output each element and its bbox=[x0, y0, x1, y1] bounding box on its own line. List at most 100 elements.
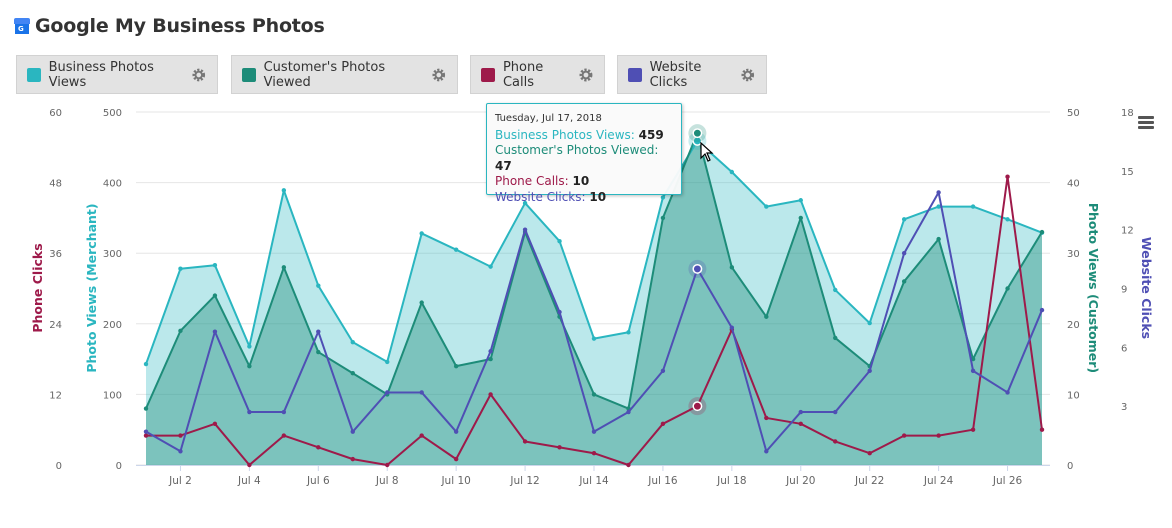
tooltip-label: Phone Calls: bbox=[495, 174, 573, 188]
y-tick-label-phone: 36 bbox=[49, 249, 62, 260]
google-my-business-icon: G bbox=[14, 18, 30, 34]
data-point-business-photos-views bbox=[178, 266, 183, 271]
legend-label: Phone Calls bbox=[502, 59, 544, 90]
axis-title-phone: Phone Clicks bbox=[30, 243, 45, 332]
legend-swatch bbox=[628, 67, 642, 82]
x-tick-label: Jul 10 bbox=[440, 475, 470, 487]
gear-icon[interactable] bbox=[191, 67, 207, 83]
gear-icon[interactable] bbox=[578, 67, 594, 83]
data-point-business-photos-views bbox=[419, 231, 424, 236]
data-point-website-clicks bbox=[316, 329, 321, 334]
area-fill-customer bbox=[146, 133, 1042, 465]
data-point-phone-calls bbox=[626, 462, 631, 468]
chart-title: G Google My Business Photos bbox=[14, 12, 325, 40]
data-point-phone-calls bbox=[453, 456, 459, 462]
data-point-customers-photos-viewed bbox=[453, 363, 459, 369]
data-point-customers-photos-viewed bbox=[936, 236, 941, 242]
y-tick-label-customer: 0 bbox=[1067, 461, 1073, 472]
data-point-business-photos-views bbox=[557, 238, 562, 244]
data-point-customers-photos-viewed bbox=[764, 314, 769, 319]
data-point-phone-calls bbox=[764, 415, 769, 421]
data-point-business-photos-views bbox=[350, 339, 355, 345]
tooltip-value: 459 bbox=[638, 127, 664, 142]
data-point-website-clicks bbox=[833, 409, 838, 415]
data-point-customers-photos-viewed bbox=[178, 328, 183, 334]
y-tick-label-website: 3 bbox=[1121, 402, 1127, 413]
data-point-website-clicks bbox=[522, 227, 528, 232]
x-tick-label: Jul 14 bbox=[578, 475, 609, 487]
x-tick-label: Jul 18 bbox=[716, 475, 746, 487]
y-tick-label-merchant: 300 bbox=[103, 249, 122, 260]
legend-label: Customer's Photos Viewed bbox=[263, 59, 386, 90]
tooltip-row: Website Clicks: 10 bbox=[495, 190, 673, 206]
axis-title-customer: Photo Views (Customer) bbox=[1086, 203, 1101, 373]
data-point-website-clicks bbox=[350, 429, 355, 434]
y-tick-label-merchant: 400 bbox=[103, 179, 122, 190]
data-point-website-clicks bbox=[970, 368, 976, 374]
data-point-website-clicks bbox=[867, 368, 872, 374]
data-point-phone-calls bbox=[901, 433, 907, 438]
y-tick-label-phone: 12 bbox=[49, 390, 62, 401]
data-point-customers-photos-viewed bbox=[660, 215, 666, 221]
gear-icon[interactable] bbox=[740, 67, 756, 83]
legend-customers-photos-viewed[interactable]: Customer's Photos Viewed bbox=[231, 55, 458, 94]
data-point-customers-photos-viewed bbox=[729, 265, 735, 270]
chart-tooltip: Tuesday, Jul 17, 2018 Business Photos Vi… bbox=[486, 103, 682, 204]
y-tick-label-phone: 0 bbox=[56, 461, 62, 472]
tooltip-label: Customer's Photos Viewed: bbox=[495, 143, 659, 157]
data-point-website-clicks bbox=[660, 368, 666, 374]
hamburger-menu-icon[interactable] bbox=[1138, 116, 1154, 130]
y-tick-label-website: 15 bbox=[1121, 167, 1134, 178]
data-point-customers-photos-viewed bbox=[247, 363, 252, 369]
gear-icon[interactable] bbox=[431, 67, 447, 83]
data-point-website-clicks bbox=[798, 409, 803, 415]
data-point-business-photos-views bbox=[798, 198, 803, 203]
data-point-website-clicks bbox=[936, 190, 941, 195]
data-point-business-photos-views bbox=[453, 247, 459, 252]
data-point-business-photos-views bbox=[867, 320, 872, 326]
y-tick-label-customer: 10 bbox=[1067, 390, 1080, 401]
data-point-website-clicks bbox=[453, 429, 459, 434]
tooltip-label: Website Clicks: bbox=[495, 189, 590, 204]
data-point-business-photos-views bbox=[247, 344, 252, 349]
x-tick-label: Jul 8 bbox=[375, 475, 399, 487]
data-point-website-clicks bbox=[419, 390, 424, 395]
y-tick-label-phone: 48 bbox=[49, 179, 62, 190]
data-point-phone-calls bbox=[385, 462, 390, 468]
data-point-website-clicks bbox=[1039, 307, 1045, 313]
data-point-business-photos-views bbox=[488, 264, 493, 269]
y-tick-label-customer: 50 bbox=[1067, 108, 1080, 119]
data-point-website-clicks bbox=[626, 409, 631, 415]
legend-phone-calls[interactable]: Phone Calls bbox=[470, 55, 605, 94]
legend-website-clicks[interactable]: Website Clicks bbox=[617, 55, 767, 94]
data-point-website-clicks bbox=[729, 325, 735, 330]
legend-swatch bbox=[27, 67, 41, 82]
data-point-customers-photos-viewed bbox=[281, 265, 287, 270]
tooltip-label: Business Photos Views: bbox=[495, 127, 639, 142]
y-tick-label-phone: 24 bbox=[49, 320, 62, 331]
data-point-customers-photos-viewed bbox=[1005, 286, 1010, 291]
y-tick-label-website: 12 bbox=[1121, 226, 1134, 237]
data-point-phone-calls bbox=[419, 433, 424, 438]
y-tick-label-website: 9 bbox=[1121, 285, 1127, 296]
y-tick-label-merchant: 100 bbox=[103, 390, 122, 401]
y-tick-label-merchant: 500 bbox=[103, 108, 122, 119]
data-point-phone-calls bbox=[591, 451, 597, 456]
data-point-business-photos-views bbox=[626, 330, 631, 335]
legend-business-photos-views[interactable]: Business Photos Views bbox=[16, 55, 218, 94]
data-point-business-photos-views bbox=[833, 287, 838, 293]
data-point-customers-photos-viewed bbox=[488, 356, 493, 362]
data-point-customers-photos-viewed bbox=[833, 335, 838, 341]
tooltip-value: 10 bbox=[589, 189, 607, 204]
data-point-business-photos-views bbox=[281, 188, 287, 193]
x-tick-label: Jul 2 bbox=[168, 475, 192, 487]
hover-marker bbox=[692, 128, 703, 139]
data-point-phone-calls bbox=[281, 433, 287, 438]
data-point-customers-photos-viewed bbox=[798, 215, 803, 221]
data-point-customers-photos-viewed bbox=[1039, 229, 1045, 235]
data-point-phone-calls bbox=[1039, 427, 1045, 432]
hover-marker bbox=[692, 263, 703, 274]
data-point-business-photos-views bbox=[522, 200, 528, 206]
data-point-phone-calls bbox=[316, 445, 321, 450]
data-point-phone-calls bbox=[660, 421, 666, 427]
